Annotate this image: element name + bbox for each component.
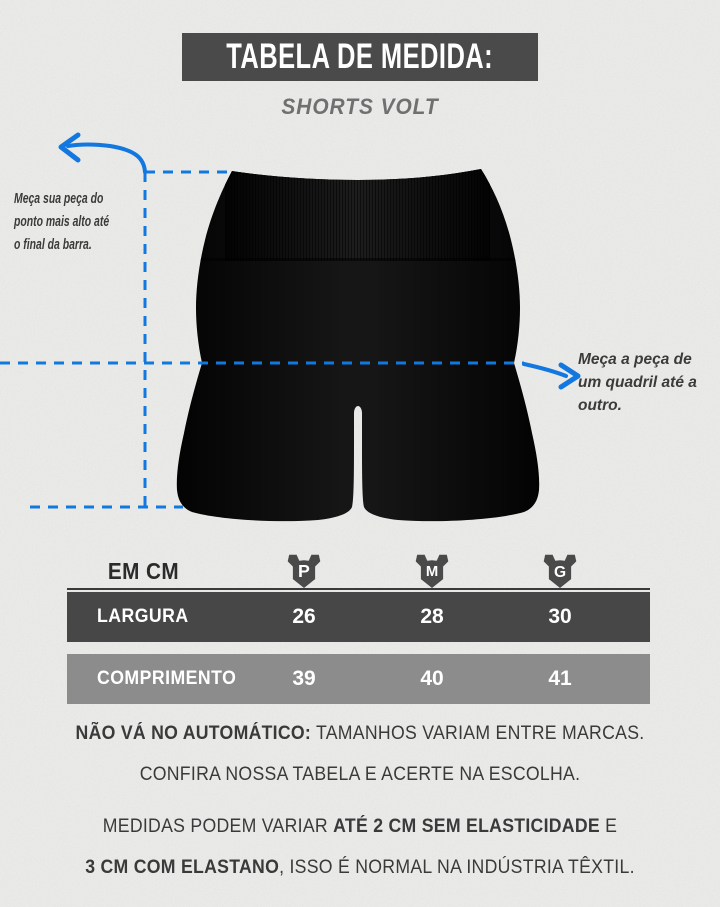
svg-text:G: G <box>554 564 566 581</box>
svg-text:P: P <box>298 561 310 581</box>
svg-text:M: M <box>426 564 438 580</box>
